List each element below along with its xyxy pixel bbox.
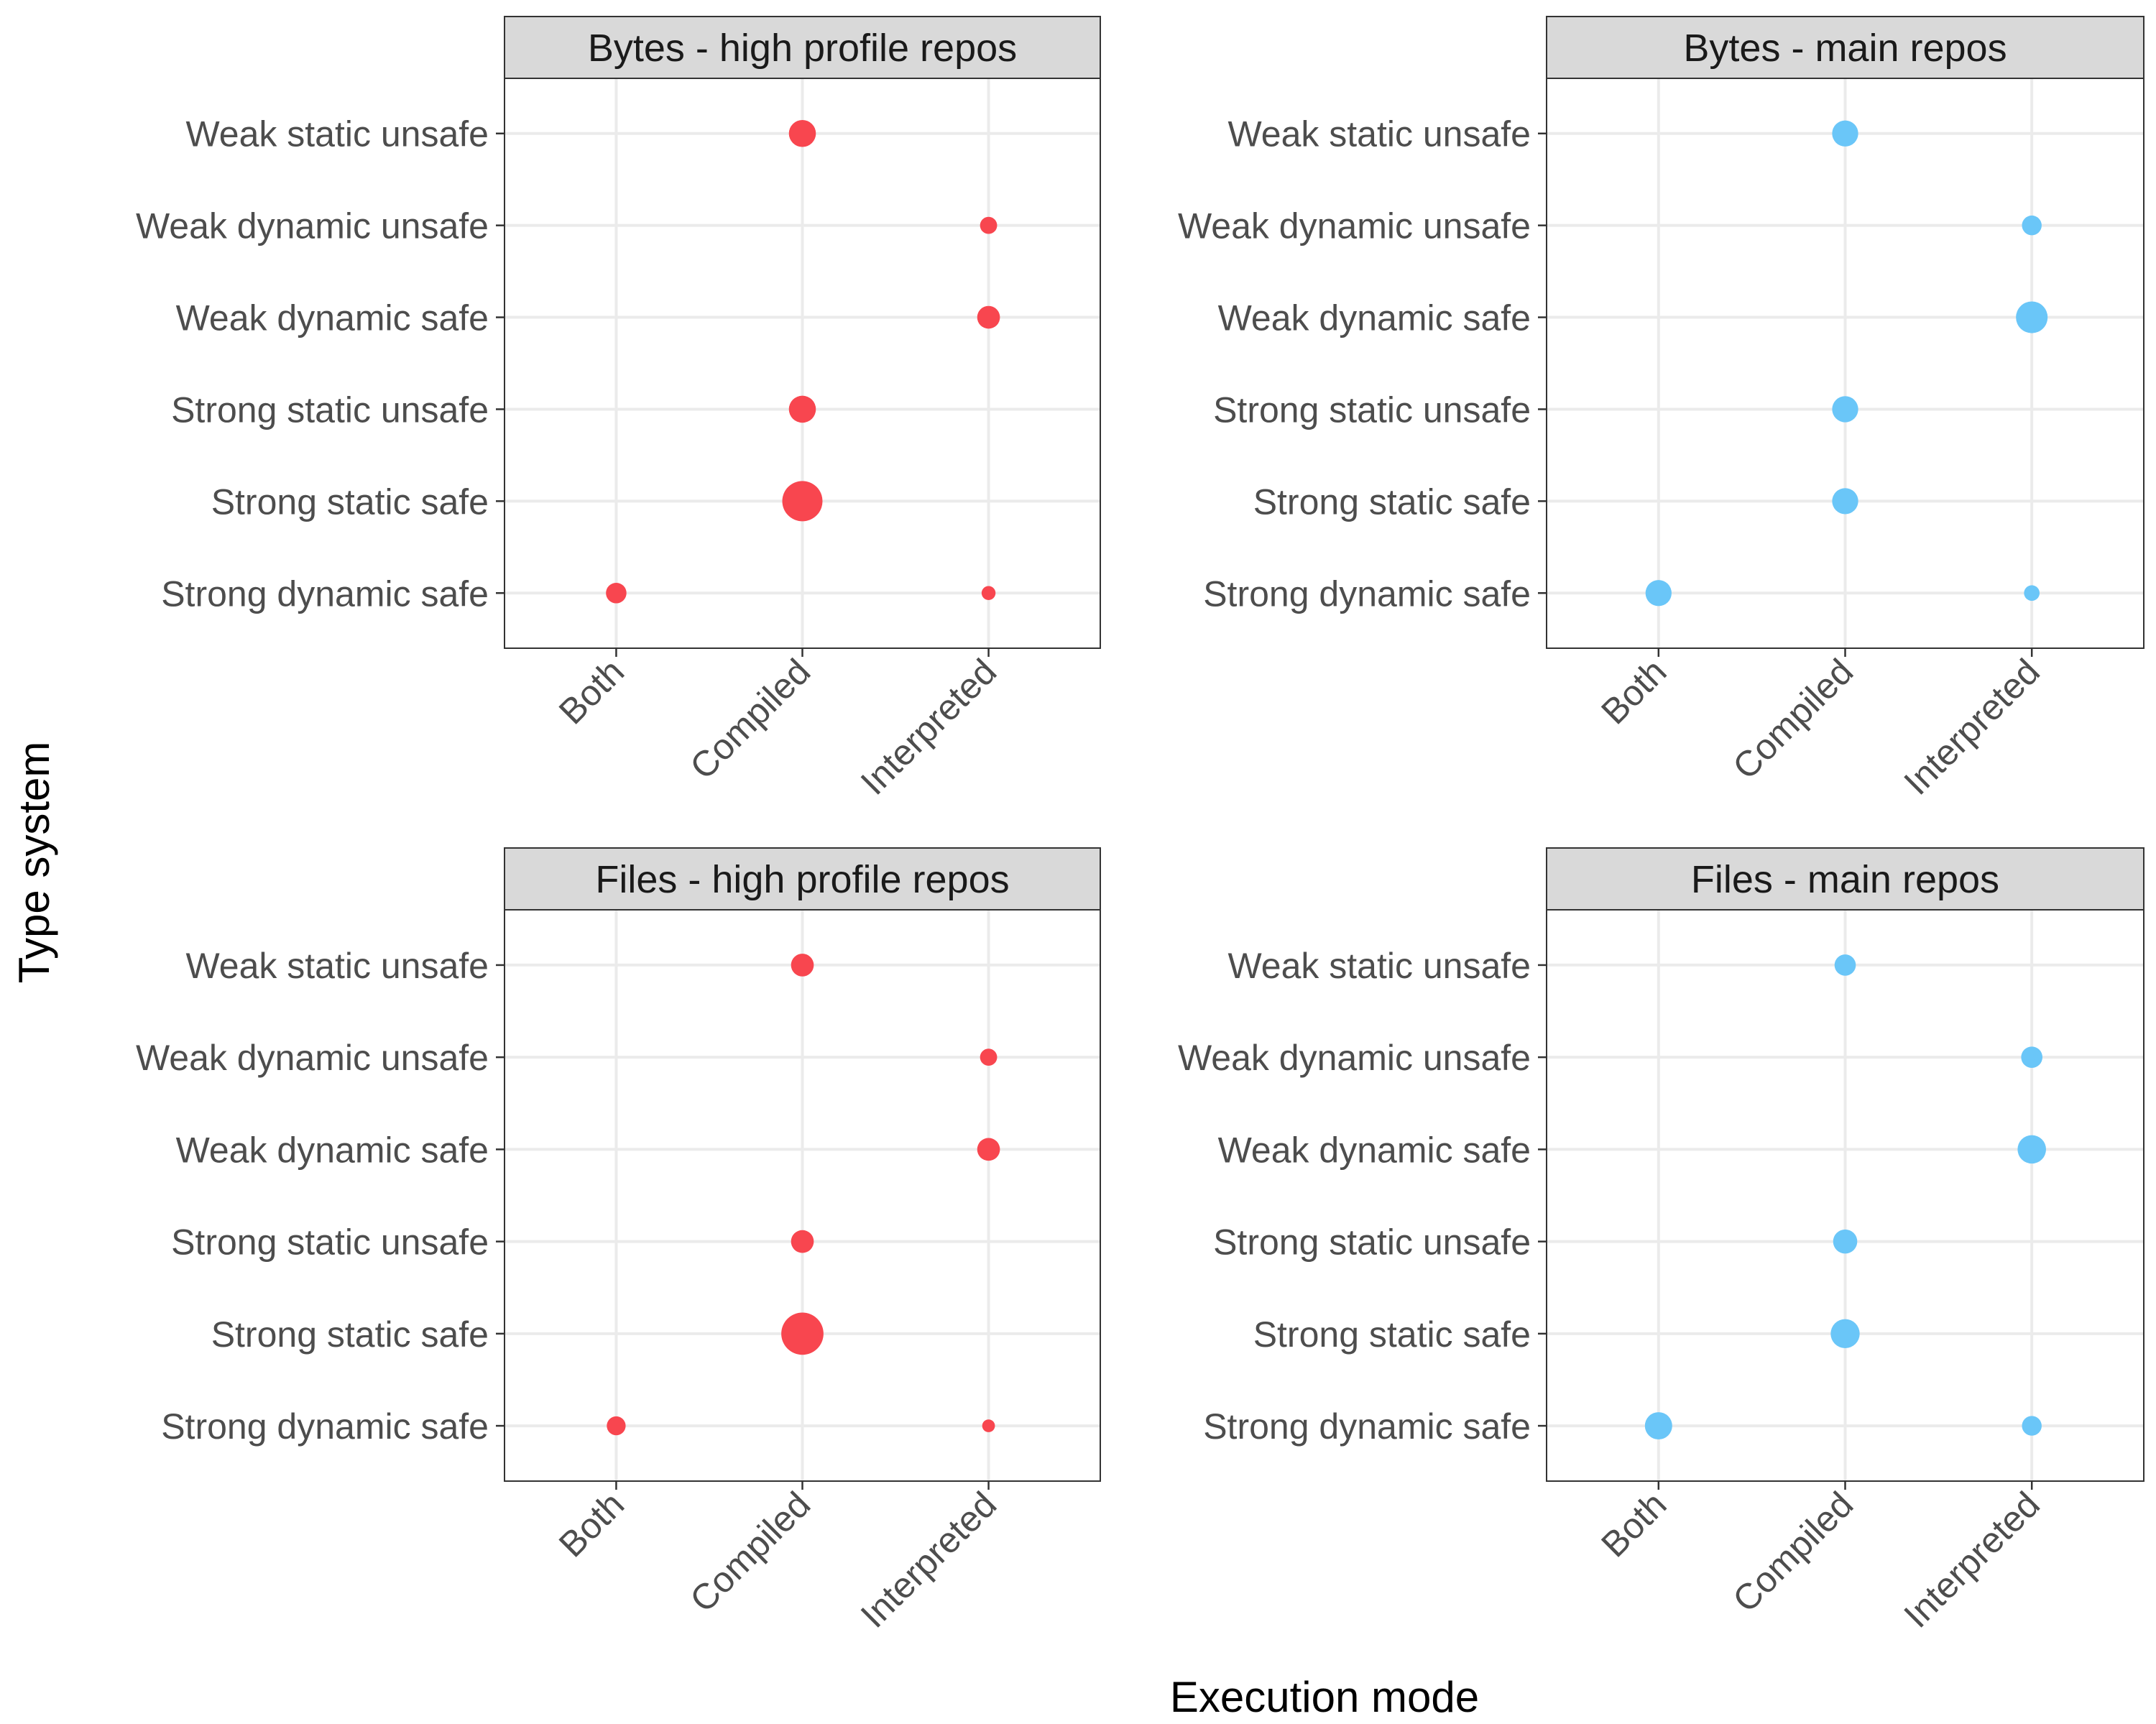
x-tick-label: Both [551, 651, 632, 732]
x-tick-label: Both [1593, 1484, 1674, 1564]
data-point [1832, 488, 1858, 515]
data-point [606, 582, 627, 604]
y-tick-label: Weak static unsafe [1227, 114, 1531, 155]
data-point [980, 216, 998, 234]
y-tick-label: Weak dynamic safe [176, 298, 489, 338]
y-tick-label: Strong static unsafe [1213, 1222, 1531, 1263]
data-point [2016, 301, 2048, 333]
data-point [791, 1230, 814, 1253]
y-tick-label: Strong static safe [1253, 481, 1531, 522]
y-tick-label: Weak dynamic unsafe [136, 1038, 489, 1078]
facet-title: Files - main repos [1691, 858, 1999, 901]
y-tick-label: Weak dynamic unsafe [136, 206, 489, 246]
y-tick-label: Weak dynamic unsafe [1178, 1038, 1531, 1078]
y-tick-label: Strong static unsafe [171, 389, 489, 430]
data-point [2022, 1416, 2042, 1436]
facet-title: Bytes - high profile repos [588, 27, 1017, 70]
data-point [788, 119, 816, 147]
x-tick-label: Interpreted [853, 651, 1005, 803]
data-point [1645, 580, 1672, 607]
y-tick-label: Weak dynamic safe [176, 1130, 489, 1170]
data-point [1644, 1412, 1672, 1440]
data-point [2017, 1135, 2046, 1164]
data-point [1833, 1229, 1858, 1254]
panel-2: Bytes - main repos Strong dynamic safe Str… [1178, 16, 2145, 803]
facet-strip [504, 16, 1101, 79]
data-point [2022, 215, 2042, 236]
data-point [791, 954, 814, 977]
data-point [2024, 585, 2040, 601]
facet-title: Bytes - main repos [1683, 27, 2007, 70]
data-point [1834, 954, 1856, 976]
y-tick-label: Strong dynamic safe [161, 573, 489, 614]
data-point [981, 586, 996, 600]
data-point [1830, 1319, 1860, 1349]
facet-title: Files - high profile repos [595, 858, 1009, 901]
x-tick-label: Compiled [682, 651, 818, 787]
data-point [788, 395, 816, 423]
facet-strip [1546, 16, 2145, 79]
x-tick-label: Both [551, 1484, 632, 1564]
panel-4: Files - main repos Strong dynamic safe Str… [1178, 847, 2145, 1636]
y-tick-label: Strong dynamic safe [1203, 573, 1531, 614]
y-tick-label: Weak dynamic safe [1218, 298, 1531, 338]
y-axis-title: Type system [10, 742, 58, 984]
y-tick-label: Strong static safe [211, 1314, 489, 1355]
y-tick-label: Strong dynamic safe [1203, 1406, 1531, 1447]
y-tick-label: Weak static unsafe [185, 946, 489, 986]
x-tick-label: Interpreted [853, 1484, 1005, 1636]
x-tick-label: Both [1593, 651, 1674, 732]
data-point [781, 1312, 824, 1355]
facet-strip [504, 847, 1101, 911]
y-tick-label: Strong static unsafe [1213, 389, 1531, 430]
x-tick-label: Interpreted [1896, 651, 2047, 803]
y-tick-label: Weak dynamic safe [1218, 1130, 1531, 1170]
panel-1: Bytes - high profile repos Strong dynamic… [136, 16, 1101, 803]
y-tick-label: Strong static safe [1253, 1314, 1531, 1355]
data-point [977, 1138, 1000, 1161]
y-tick-label: Weak dynamic unsafe [1178, 206, 1531, 246]
y-tick-label: Strong dynamic safe [161, 1406, 489, 1447]
data-point [2021, 1046, 2043, 1068]
y-tick-label: Weak static unsafe [185, 114, 489, 155]
x-tick-label: Compiled [682, 1484, 818, 1620]
y-tick-label: Weak static unsafe [1227, 946, 1531, 986]
data-point [1832, 120, 1858, 147]
x-axis-title: Execution mode [1170, 1673, 1479, 1721]
data-point [980, 1048, 998, 1066]
x-tick-label: Compiled [1725, 651, 1861, 787]
x-tick-label: Interpreted [1896, 1484, 2047, 1636]
data-point [982, 1419, 995, 1432]
panel-3: Files - high profile repos Strong dynamic… [136, 847, 1101, 1636]
data-point [977, 305, 1000, 329]
y-tick-label: Strong static unsafe [171, 1222, 489, 1263]
y-tick-label: Strong static safe [211, 481, 489, 522]
x-tick-label: Compiled [1725, 1484, 1861, 1620]
data-point [782, 481, 823, 522]
data-point [1832, 396, 1858, 423]
data-point [607, 1416, 626, 1436]
